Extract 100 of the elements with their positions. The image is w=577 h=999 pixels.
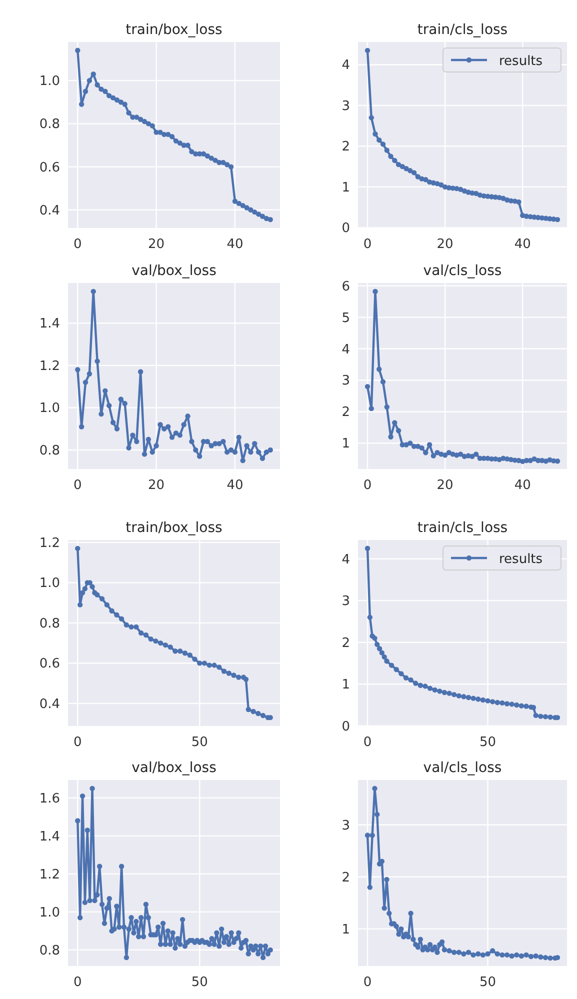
point xyxy=(158,130,163,135)
y-tick-label: 1.4 xyxy=(39,316,60,332)
point xyxy=(158,422,163,428)
y-tick-label: 1.2 xyxy=(39,358,60,374)
point xyxy=(446,690,452,696)
point xyxy=(394,924,399,929)
point xyxy=(166,424,171,430)
x-tick-label: 0 xyxy=(73,975,82,990)
point xyxy=(403,675,409,680)
point xyxy=(168,644,173,650)
point xyxy=(104,602,110,608)
y-tick-label: 0.8 xyxy=(39,117,60,132)
point xyxy=(90,584,95,590)
x-tick-label: 40 xyxy=(514,478,531,493)
point xyxy=(504,952,510,958)
point xyxy=(368,406,374,412)
point xyxy=(260,456,266,462)
point xyxy=(388,434,394,440)
point xyxy=(396,932,402,937)
point xyxy=(228,164,234,170)
point xyxy=(451,950,457,955)
point xyxy=(490,948,496,954)
point xyxy=(470,454,475,460)
point xyxy=(480,952,486,958)
y-tick-label: 3 xyxy=(342,818,350,834)
point xyxy=(514,702,520,708)
point xyxy=(146,121,152,126)
point xyxy=(380,379,386,384)
point xyxy=(158,640,164,646)
point xyxy=(260,712,266,718)
point xyxy=(82,586,88,592)
x-tick-label: 40 xyxy=(226,478,244,493)
y-tick-label: 3 xyxy=(342,98,350,114)
point xyxy=(504,701,510,706)
point xyxy=(476,696,481,702)
point xyxy=(142,452,148,457)
point xyxy=(458,452,464,457)
point xyxy=(533,712,538,718)
point xyxy=(470,952,476,958)
point xyxy=(533,953,538,959)
point xyxy=(75,546,80,552)
point xyxy=(367,884,373,890)
y-tick-label: 1.0 xyxy=(39,401,60,416)
point xyxy=(106,93,112,98)
point xyxy=(90,288,96,294)
x-tick-label: 40 xyxy=(226,237,244,252)
x-tick-label: 20 xyxy=(436,478,454,493)
point xyxy=(216,441,222,446)
point xyxy=(461,951,466,957)
point xyxy=(150,123,155,128)
point xyxy=(466,950,472,955)
point xyxy=(516,199,522,205)
point xyxy=(178,648,183,654)
point xyxy=(384,404,390,410)
point xyxy=(423,450,428,456)
point xyxy=(456,950,462,955)
x-tick-label: 50 xyxy=(191,735,208,750)
y-tick-label: 1 xyxy=(342,922,350,938)
point xyxy=(542,954,548,960)
chart-title: val/cls_loss xyxy=(423,760,502,776)
point xyxy=(418,936,424,942)
point xyxy=(248,207,254,212)
y-tick-label: 2 xyxy=(342,870,350,886)
point xyxy=(173,138,179,144)
point xyxy=(264,449,270,455)
point xyxy=(413,680,418,686)
y-tick-label: 0.8 xyxy=(39,943,60,958)
point xyxy=(542,714,548,720)
point xyxy=(243,676,249,682)
point xyxy=(372,131,378,137)
point xyxy=(509,953,514,959)
point xyxy=(98,86,104,92)
point xyxy=(246,706,252,712)
point xyxy=(376,137,382,143)
point xyxy=(196,454,202,459)
point xyxy=(368,115,374,120)
point xyxy=(485,951,490,957)
x-tick-label: 50 xyxy=(191,975,208,990)
y-tick-label: 0 xyxy=(342,719,350,734)
point xyxy=(124,622,130,628)
point xyxy=(384,658,390,664)
chart-title: train/box_loss xyxy=(126,22,222,38)
point xyxy=(548,714,553,720)
y-tick-label: 1.2 xyxy=(39,536,60,551)
point xyxy=(221,668,227,674)
point xyxy=(173,430,179,436)
point xyxy=(500,952,505,958)
point xyxy=(244,205,250,210)
y-tick-label: 1.0 xyxy=(39,905,60,920)
point xyxy=(162,642,168,648)
y-tick-label: 5 xyxy=(342,310,350,326)
point xyxy=(411,170,417,176)
point xyxy=(122,102,128,107)
point xyxy=(94,592,100,598)
point xyxy=(102,388,108,394)
x-tick-label: 20 xyxy=(436,237,454,252)
point xyxy=(138,630,144,636)
point xyxy=(388,154,394,159)
y-tick-label: 4 xyxy=(342,552,350,568)
point xyxy=(138,369,144,374)
